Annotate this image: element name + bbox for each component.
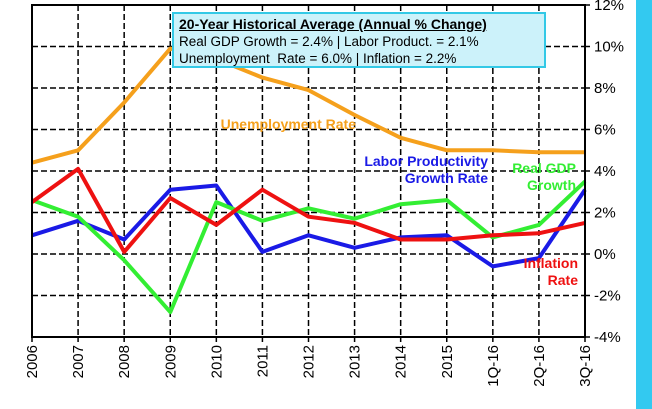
series-label: Labor Productivity Growth Rate <box>364 153 488 186</box>
x-tick-label: 2007 <box>70 345 87 378</box>
series-line <box>31 179 587 315</box>
x-tick-label: 2Q-16 <box>531 345 548 387</box>
y-tick-label: 6% <box>594 122 616 139</box>
x-tick-label: 2010 <box>208 345 225 378</box>
x-tick-label: 2015 <box>439 345 456 378</box>
x-tick-label: 1Q-16 <box>485 345 502 387</box>
x-tick-label: 2009 <box>162 345 179 378</box>
x-tick-label: 2012 <box>301 345 318 378</box>
annotation-line: Real GDP Growth = 2.4% | Labor Product. … <box>179 34 479 49</box>
y-tick-label: -2% <box>594 288 621 305</box>
x-tick-label: 2013 <box>347 345 364 378</box>
x-tick-label: 2008 <box>116 345 133 378</box>
x-tick-label: 2014 <box>393 345 410 378</box>
y-tick-label: 2% <box>594 205 616 222</box>
series-line <box>31 183 587 269</box>
annotation-line: Unemployment Rate = 6.0% | Inflation = 2… <box>179 51 457 66</box>
y-tick-label: 8% <box>594 80 616 97</box>
annotation-box: 20-Year Historical Average (Annual % Cha… <box>172 12 546 68</box>
plot-border <box>31 4 586 338</box>
y-tick-label: -4% <box>594 329 621 346</box>
side-strip <box>636 0 652 409</box>
y-tick-label: 12% <box>594 0 624 14</box>
y-tick-label: 4% <box>594 163 616 180</box>
y-tick-label: 10% <box>594 39 624 56</box>
series-line <box>30 166 586 254</box>
annotation-title: 20-Year Historical Average (Annual % Cha… <box>179 16 487 32</box>
x-tick-label: 2006 <box>24 345 41 378</box>
series-label: Unemployment Rate <box>220 116 356 132</box>
series-line <box>31 46 585 165</box>
y-tick-label: 0% <box>594 246 616 263</box>
x-tick-label: 2011 <box>254 345 271 377</box>
x-tick-label: 3Q-16 <box>577 345 594 387</box>
series-label: Real GDP Growth <box>512 160 576 193</box>
series-label: Inflation Rate <box>523 255 578 288</box>
